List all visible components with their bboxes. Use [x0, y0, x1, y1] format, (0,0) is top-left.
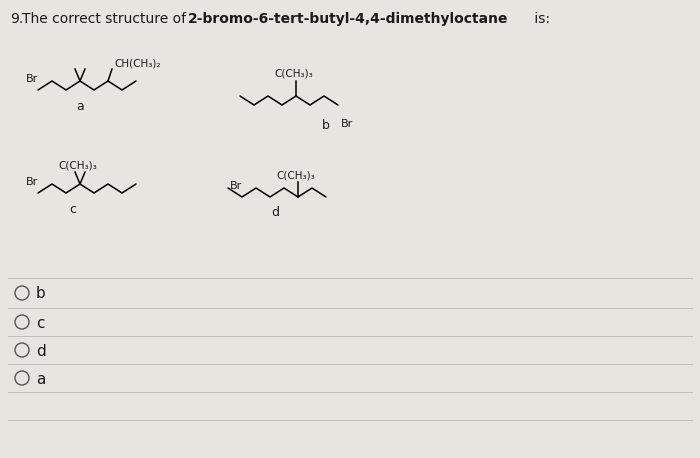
Text: Br: Br [26, 74, 38, 84]
Text: d: d [36, 344, 46, 359]
Text: b: b [36, 287, 46, 301]
Text: 9.: 9. [10, 12, 23, 26]
Text: c: c [36, 316, 45, 331]
Text: CH(CH₃)₂: CH(CH₃)₂ [114, 58, 160, 68]
Text: d: d [271, 206, 279, 219]
Text: Br: Br [26, 177, 38, 187]
Text: The correct structure of: The correct structure of [22, 12, 190, 26]
Text: C(CH₃)₃: C(CH₃)₃ [59, 160, 97, 170]
Text: Br: Br [341, 119, 354, 129]
Text: a: a [36, 371, 46, 387]
Text: 2-bromo-6-tert-butyl-4,4-dimethyloctane: 2-bromo-6-tert-butyl-4,4-dimethyloctane [188, 12, 508, 26]
Text: b: b [322, 119, 330, 132]
Text: c: c [69, 203, 76, 216]
Text: is:: is: [530, 12, 550, 26]
Text: a: a [76, 100, 84, 113]
Text: C(CH₃)₃: C(CH₃)₃ [274, 69, 314, 79]
Text: C(CH₃)₃: C(CH₃)₃ [276, 170, 316, 180]
Text: Br: Br [230, 181, 242, 191]
